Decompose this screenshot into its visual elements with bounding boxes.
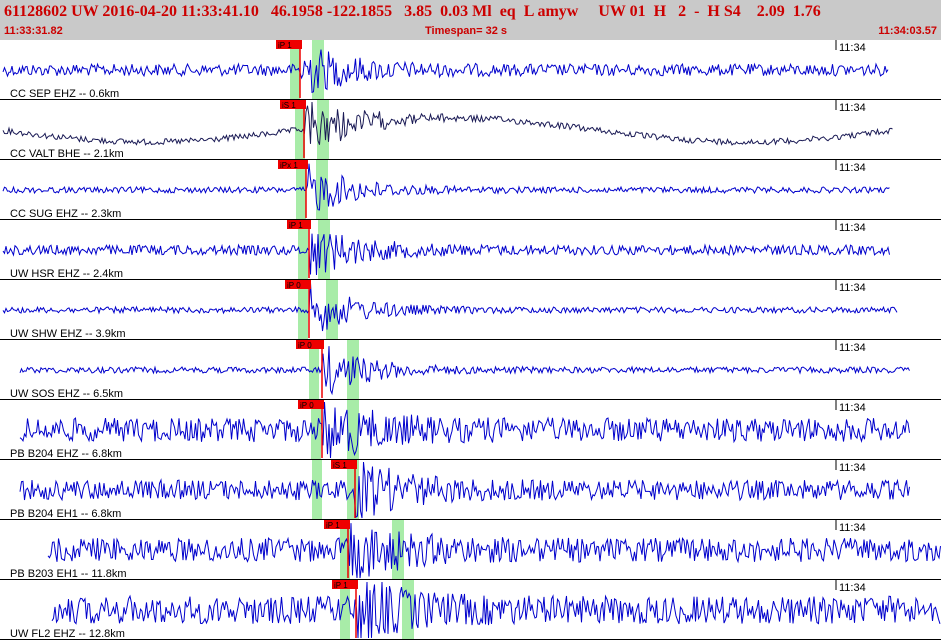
station-label[interactable]: PB B203 EH1 -- 11.8km <box>10 568 127 580</box>
station-label[interactable]: UW SOS EHZ -- 6.5km <box>10 388 123 400</box>
pick-flag[interactable] <box>298 400 324 409</box>
p-window-band <box>311 400 321 460</box>
pick-label: iPx 1 <box>280 161 298 170</box>
pick-flag[interactable] <box>276 40 302 49</box>
station-label[interactable]: PB B204 EHZ -- 6.8km <box>10 448 122 460</box>
s-window-band <box>316 160 328 220</box>
time-marker-label: 11:34 <box>839 102 866 114</box>
s-window-band <box>402 580 414 640</box>
pick-flag[interactable] <box>296 340 324 349</box>
p-window-band <box>290 40 300 100</box>
waveform-trace[interactable] <box>51 581 941 639</box>
time-marker-label: 11:34 <box>839 582 866 594</box>
p-window-band <box>298 220 308 280</box>
time-marker-label: 11:34 <box>839 522 866 534</box>
pick-label: iP 0 <box>298 341 312 350</box>
s-window-band <box>347 400 359 460</box>
pick-label: iP 0 <box>300 401 314 410</box>
start-time-label: 11:33:31.82 <box>4 25 63 37</box>
pick-flag[interactable] <box>285 280 311 289</box>
station-label[interactable]: UW HSR EHZ -- 2.4km <box>10 268 123 280</box>
time-marker-label: 11:34 <box>839 402 866 414</box>
event-header: 61128602 UW 2016-04-20 11:33:41.10 46.19… <box>0 0 941 40</box>
station-label[interactable]: UW FL2 EHZ -- 12.8km <box>10 628 125 640</box>
time-marker-label: 11:34 <box>839 282 866 294</box>
time-marker-label: 11:34 <box>839 42 866 54</box>
pick-label: iP 0 <box>287 281 301 290</box>
traces-canvas[interactable]: iP 1 11:34 CC SEP EHZ -- 0.6km iS 1 11:34 CC … <box>0 40 941 640</box>
station-label[interactable]: CC VALT BHE -- 2.1km <box>10 148 124 160</box>
end-time-label: 11:34:03.57 <box>878 25 937 37</box>
station-label[interactable]: CC SUG EHZ -- 2.3km <box>10 208 121 220</box>
s-window-band <box>317 100 329 160</box>
pick-label: iP 1 <box>289 221 303 230</box>
pick-flag[interactable] <box>287 220 311 229</box>
time-marker-label: 11:34 <box>839 162 866 174</box>
waveform-trace[interactable] <box>2 101 893 146</box>
timespan-label: Timespan= 32 s <box>425 25 508 37</box>
pick-label: iS 1 <box>282 101 296 110</box>
waveform-trace[interactable] <box>19 401 910 459</box>
p-window-band <box>340 520 350 580</box>
station-label[interactable]: PB B204 EH1 -- 6.8km <box>10 508 121 520</box>
event-info-line: 61128602 UW 2016-04-20 11:33:41.10 46.19… <box>4 3 821 20</box>
p-window-band <box>340 580 350 640</box>
pick-flag[interactable] <box>331 460 357 469</box>
p-window-band <box>312 460 322 520</box>
station-label[interactable]: UW SHW EHZ -- 3.9km <box>10 328 126 340</box>
p-window-band <box>295 100 305 160</box>
s-window-band <box>318 220 330 280</box>
time-marker-label: 11:34 <box>839 342 866 354</box>
time-marker-label: 11:34 <box>839 222 866 234</box>
waveform-trace[interactable] <box>19 346 910 396</box>
pick-flag[interactable] <box>332 580 358 589</box>
waveform-trace[interactable] <box>2 282 898 332</box>
waveform-trace[interactable] <box>19 461 910 519</box>
waveform-trace[interactable] <box>2 49 889 94</box>
time-marker-label: 11:34 <box>839 462 866 474</box>
waveform-trace[interactable] <box>2 163 890 211</box>
station-label[interactable]: CC SEP EHZ -- 0.6km <box>10 88 119 100</box>
pick-flag[interactable] <box>278 160 308 169</box>
waveform-trace[interactable] <box>47 523 941 579</box>
pick-label: iP 1 <box>334 581 348 590</box>
waveform-trace[interactable] <box>2 233 890 276</box>
trace-panel[interactable]: iP 1 11:34 CC SEP EHZ -- 0.6km iS 1 11:34 CC … <box>0 40 941 640</box>
pick-flag[interactable] <box>324 520 350 529</box>
pick-flag[interactable] <box>280 100 306 109</box>
pick-label: iS 1 <box>333 461 347 470</box>
pick-label: iP 1 <box>326 521 340 530</box>
pick-label: iP 1 <box>278 41 292 50</box>
